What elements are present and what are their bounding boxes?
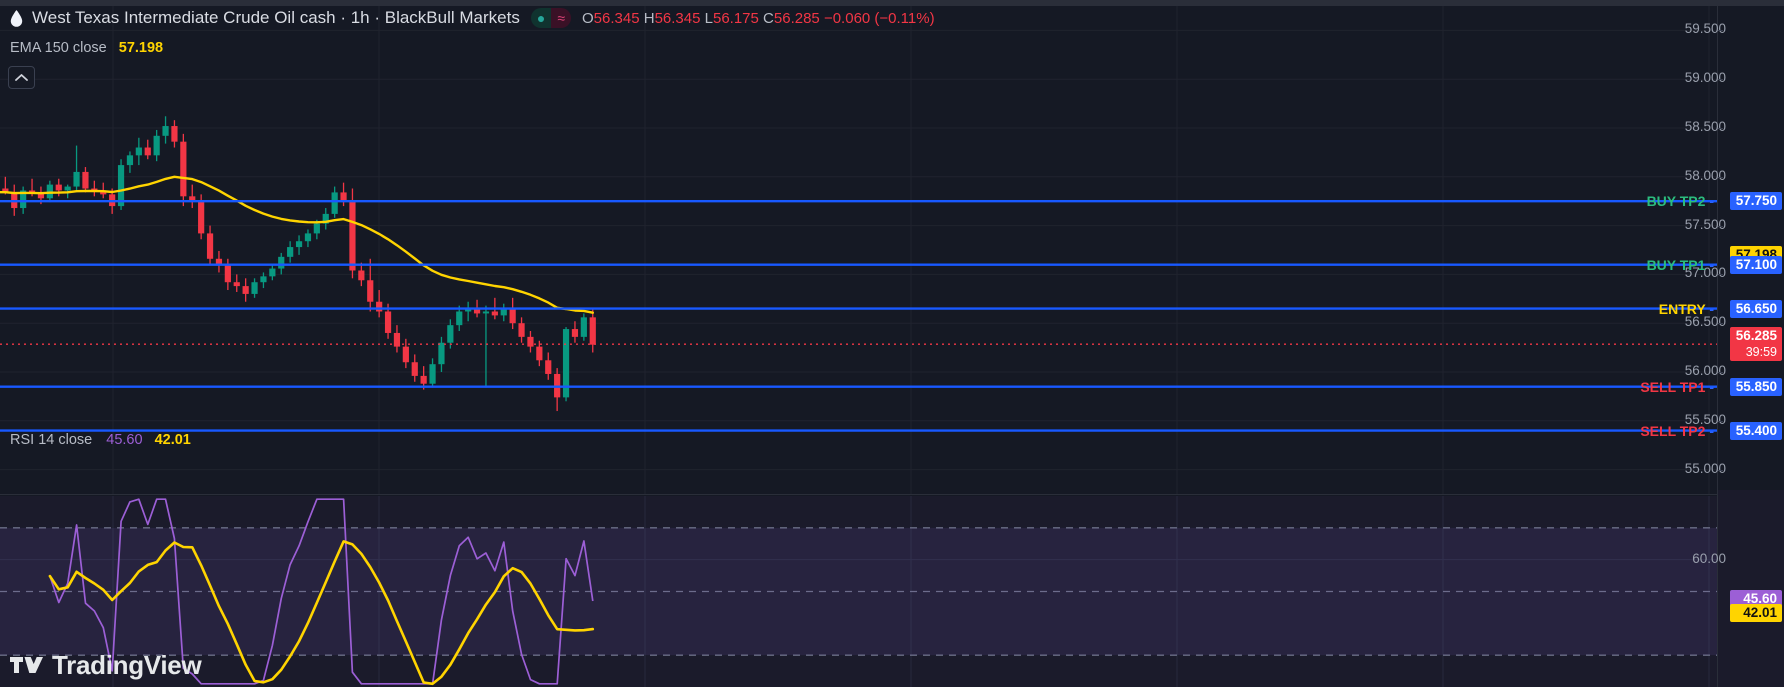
ema-legend-value: 57.198 — [118, 40, 164, 56]
ohlc-l-value: 56.175 — [712, 9, 759, 27]
chart-type-wave-icon[interactable]: ≈ — [551, 8, 571, 28]
tradingview-wordmark: TradingView — [52, 650, 202, 680]
price-tag-sell-tp2[interactable]: 55.400 — [1730, 421, 1782, 440]
price-tag-buy-tp1[interactable]: 57.100 — [1730, 255, 1782, 274]
ohlc-h-value: 56.345 — [654, 9, 701, 27]
price-tag-last-price[interactable]: 56.285 39:59 — [1730, 327, 1782, 362]
pane-separator[interactable] — [0, 494, 1718, 495]
rsi-axis[interactable]: 60.00 — [1692, 490, 1784, 687]
price-tag-value: 56.285 — [1735, 328, 1777, 344]
ohlc-c-key: C — [763, 9, 774, 27]
price-axis-tick-mark — [1718, 372, 1723, 373]
ema-legend[interactable]: EMA 150 close 57.198 — [10, 40, 163, 56]
ohlc-change: −0.060 (−0.11%) — [823, 9, 935, 27]
ema-legend-label: EMA 150 close — [10, 40, 107, 56]
price-axis-tick-mark — [1718, 420, 1723, 422]
price-axis-tick-mark — [1718, 225, 1723, 227]
rsi-legend-value: 42.01 — [154, 432, 191, 448]
symbol-legend[interactable]: West Texas Intermediate Crude Oil cash ·… — [10, 8, 935, 28]
price-tag-value: 56.650 — [1735, 300, 1777, 316]
oil-drop-icon — [10, 9, 23, 27]
price-tag-value: 55.400 — [1735, 422, 1777, 438]
price-tag-sell-tp1[interactable]: 55.850 — [1730, 377, 1782, 396]
rsi-tag-rsi-value[interactable]: 42.01 — [1730, 604, 1782, 623]
price-tag-buy-tp2[interactable]: 57.750 — [1730, 192, 1782, 211]
price-chart-canvas — [0, 6, 1718, 494]
ohlc-c-value: 56.285 — [773, 9, 820, 27]
rsi-legend[interactable]: RSI 14 close 45.60 42.01 — [10, 432, 191, 448]
symbol-title: West Texas Intermediate Crude Oil cash ·… — [32, 8, 520, 27]
rsi-legend-ma-value: 45.60 — [106, 432, 143, 448]
price-axis-tick-mark — [1718, 128, 1723, 129]
price-chart-pane[interactable] — [0, 6, 1718, 494]
price-tag-value: 55.850 — [1735, 378, 1777, 394]
rsi-pane[interactable] — [0, 496, 1718, 687]
price-tag-entry[interactable]: 56.650 — [1730, 299, 1782, 318]
ohlc-o-value: 56.345 — [593, 9, 640, 27]
price-tag-countdown: 39:59 — [1745, 345, 1777, 360]
price-axis-tick-mark — [1718, 176, 1723, 178]
chart-type-candles-icon[interactable]: ● — [530, 8, 552, 28]
rsi-legend-label: RSI 14 close — [10, 432, 93, 448]
tradingview-watermark: TradingView — [10, 650, 202, 681]
rsi-chart-canvas — [0, 496, 1718, 687]
top-strip — [0, 0, 1784, 6]
rsi-tag-rsi-ma-value[interactable]: 45.60 — [1730, 590, 1782, 609]
ohlc-values: O56.345 H56.345 L56.175 C56.285 −0.060 (… — [582, 10, 935, 27]
price-axis-tick-mark — [1718, 274, 1723, 276]
collapse-pane-button[interactable] — [8, 66, 35, 89]
chart-style-pills[interactable]: ● ≈ — [530, 8, 571, 28]
price-tag-value: 57.750 — [1735, 193, 1777, 209]
ohlc-l-key: L — [704, 9, 713, 27]
price-axis-tick-mark — [1718, 469, 1723, 471]
price-axis-tick-mark — [1718, 323, 1723, 325]
ohlc-o-key: O — [582, 9, 594, 27]
price-axis-tick-mark — [1718, 30, 1723, 32]
price-tag-value: 57.100 — [1735, 256, 1777, 272]
price-axis-tick-mark — [1718, 79, 1723, 81]
ohlc-h-key: H — [643, 9, 655, 27]
tradingview-logo-icon — [10, 655, 43, 677]
